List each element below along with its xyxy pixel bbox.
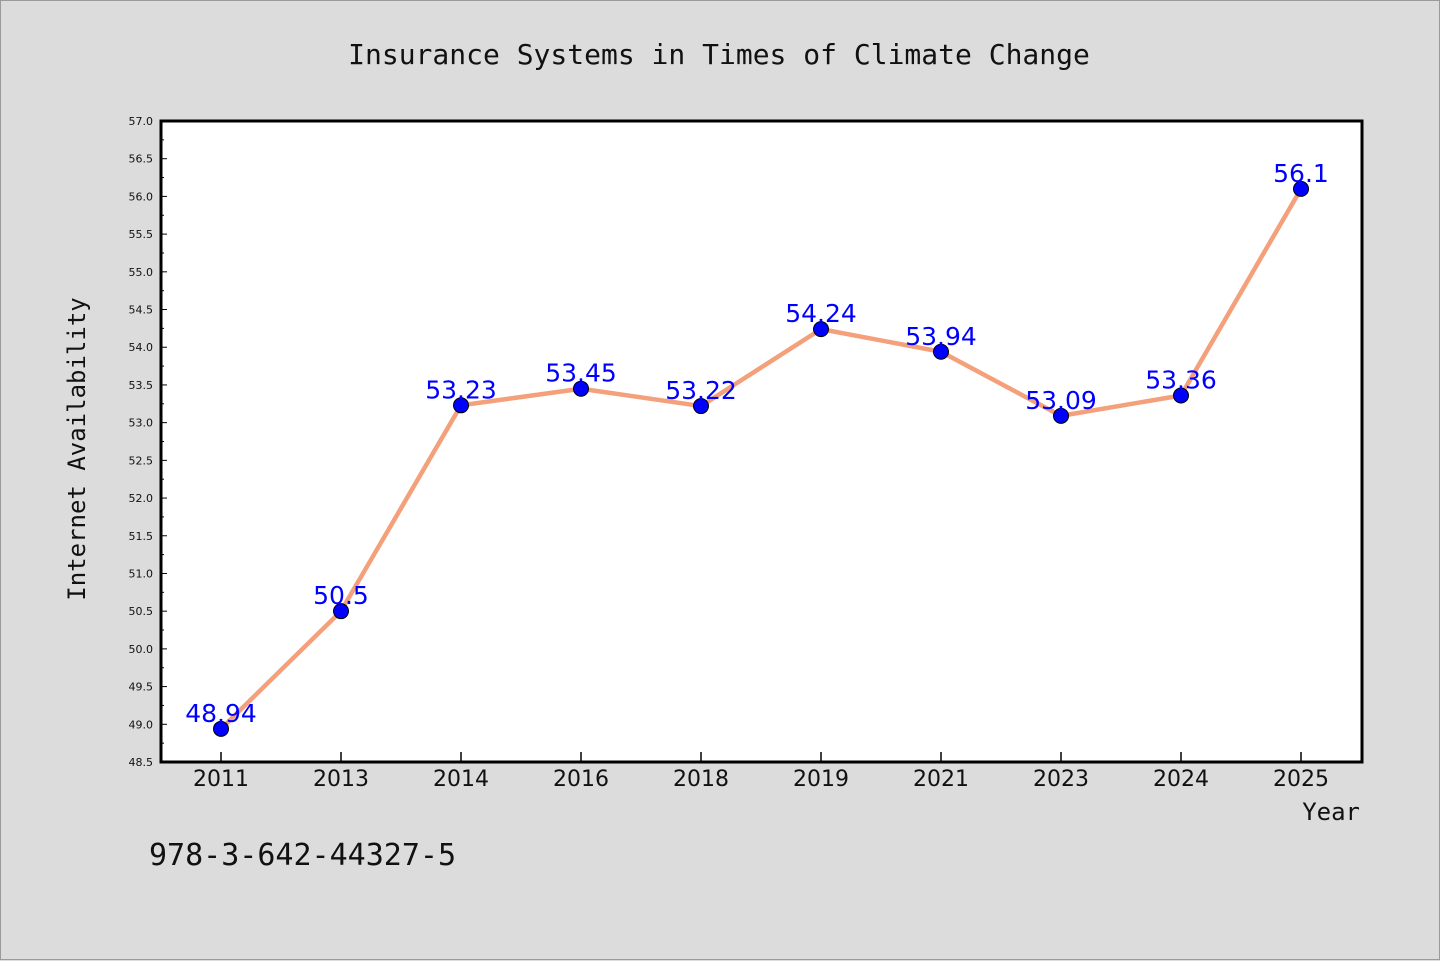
data-label: 54.24: [785, 299, 857, 328]
x-tick-label: 2014: [433, 767, 489, 792]
data-point: [1173, 387, 1189, 404]
y-tick-label: 54.5: [129, 304, 154, 317]
y-tick-label: 52.0: [129, 492, 154, 505]
y-tick-label: 54.0: [129, 341, 154, 354]
data-label: 53.09: [1025, 386, 1097, 415]
plot-area: [159, 119, 1364, 764]
data-label: 53.23: [425, 375, 497, 404]
series-layer: 48.94 50.5 53.23 53.45 53.22 54.24 53.94 53.09 5…: [185, 159, 1329, 737]
y-tick-label: 51.5: [129, 530, 154, 543]
data-point: [1293, 180, 1309, 197]
data-point: [1053, 407, 1069, 424]
data-label: 53.36: [1145, 365, 1217, 394]
data-point: [933, 343, 949, 360]
data-label: 53.94: [905, 322, 977, 351]
y-tick-label: 56.0: [129, 190, 154, 203]
x-axis: 2011 2013 2014 2016 2018 2019 2021 2023 2024 2025: [193, 752, 1329, 792]
y-tick-label: 51.0: [129, 567, 154, 580]
data-label: 56.1: [1273, 159, 1329, 188]
y-tick-label: 55.5: [129, 228, 154, 241]
x-tick-label: 2024: [1153, 767, 1209, 792]
y-tick-label: 56.5: [129, 153, 154, 166]
series-line: [218, 186, 1304, 732]
x-tick-label: 2018: [673, 767, 729, 792]
chart-title: Insurance Systems in Times of Climate Ch…: [348, 38, 1090, 71]
data-point: [453, 397, 469, 414]
data-point: [213, 720, 229, 737]
y-tick-label: 52.5: [129, 454, 154, 467]
x-tick-label: 2016: [553, 767, 609, 792]
data-label: 48.94: [185, 699, 257, 728]
x-tick-label: 2025: [1273, 767, 1329, 792]
data-point: [573, 380, 589, 397]
y-tick-label: 53.0: [129, 417, 154, 430]
data-label: 53.22: [665, 376, 737, 405]
data-point: [693, 398, 709, 415]
x-tick-label: 2013: [313, 767, 369, 792]
data-point: [333, 603, 349, 620]
y-tick-label: 49.5: [129, 681, 154, 694]
x-tick-label: 2023: [1033, 767, 1089, 792]
isbn-footer: 978-3-642-44327-5: [149, 838, 456, 873]
y-axis: 48.5 49.0 49.5 50.0 50.5 51.0 51.5 52.0 52.5 53.0…: [129, 115, 167, 769]
x-tick-label: 2021: [913, 767, 969, 792]
y-tick-label: 50.0: [129, 643, 154, 656]
x-tick-label: 2011: [193, 767, 249, 792]
y-tick-label: 57.0: [129, 115, 154, 128]
data-label: 50.5: [313, 581, 369, 610]
y-axis-label: Internet Availability: [63, 297, 91, 600]
x-tick-label: 2019: [793, 767, 849, 792]
y-tick-label: 50.5: [129, 605, 154, 618]
y-tick-label: 48.5: [129, 756, 154, 769]
data-label: 53.45: [545, 359, 617, 388]
y-tick-label: 53.5: [129, 379, 154, 392]
x-axis-label: Year: [1302, 798, 1360, 826]
data-point: [813, 321, 829, 338]
y-tick-label: 49.0: [129, 718, 154, 731]
y-tick-label: 55.0: [129, 266, 154, 279]
